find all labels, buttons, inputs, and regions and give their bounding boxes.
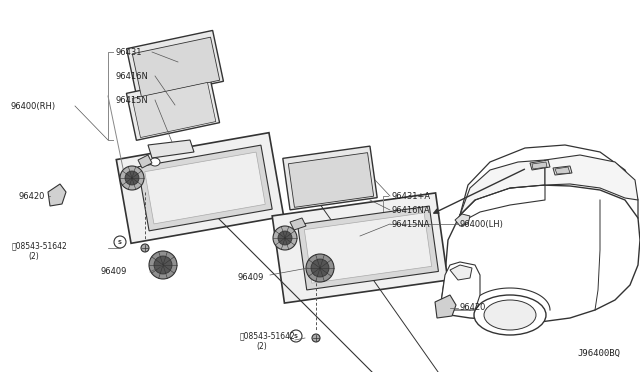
Polygon shape [138,145,272,231]
Text: 96420: 96420 [18,192,44,201]
Polygon shape [289,153,374,207]
Polygon shape [305,213,431,283]
Circle shape [312,334,320,342]
Text: S: S [294,334,298,339]
Text: (2): (2) [256,343,267,352]
Circle shape [278,231,292,245]
Text: 96400(LH): 96400(LH) [460,219,504,228]
Polygon shape [440,262,480,310]
Polygon shape [553,166,572,175]
Text: 96416N: 96416N [115,71,148,80]
Circle shape [290,330,302,342]
Text: (2): (2) [28,253,39,262]
Polygon shape [132,83,216,138]
Text: 96409: 96409 [100,267,126,276]
Ellipse shape [484,300,536,330]
Text: 96420: 96420 [460,304,486,312]
Text: 96415N: 96415N [115,96,148,105]
Polygon shape [272,193,448,303]
Ellipse shape [474,295,546,335]
Circle shape [154,256,172,274]
Polygon shape [298,206,438,290]
Polygon shape [450,265,472,280]
Polygon shape [138,155,152,168]
Polygon shape [283,146,377,210]
Polygon shape [455,214,470,226]
Text: 96416NA: 96416NA [392,205,431,215]
Circle shape [149,251,177,279]
Polygon shape [460,160,545,215]
Circle shape [311,259,329,277]
Polygon shape [132,37,220,97]
Polygon shape [532,162,547,169]
Polygon shape [116,133,284,243]
Text: J96400BQ: J96400BQ [577,349,620,358]
Polygon shape [555,167,570,174]
Polygon shape [127,31,223,100]
Text: 96431: 96431 [115,48,141,57]
Circle shape [141,244,149,252]
Ellipse shape [150,158,160,166]
Polygon shape [145,152,265,224]
Text: S: S [118,240,122,244]
Polygon shape [48,184,66,206]
Circle shape [120,166,144,190]
Polygon shape [435,295,456,318]
Polygon shape [127,76,220,140]
Text: 96431+A: 96431+A [392,192,431,201]
Polygon shape [530,160,550,170]
Polygon shape [148,140,194,158]
Polygon shape [545,155,638,200]
Circle shape [273,226,297,250]
Text: 96415NA: 96415NA [392,219,431,228]
Circle shape [125,171,139,185]
Text: 傅08543-51642: 傅08543-51642 [240,331,296,340]
Circle shape [306,254,334,282]
Text: 96400(RH): 96400(RH) [10,102,55,110]
Polygon shape [440,185,640,322]
Polygon shape [290,218,306,230]
Text: 傅08543-51642: 傅08543-51642 [12,241,68,250]
Text: 96409: 96409 [238,273,264,282]
Circle shape [114,236,126,248]
